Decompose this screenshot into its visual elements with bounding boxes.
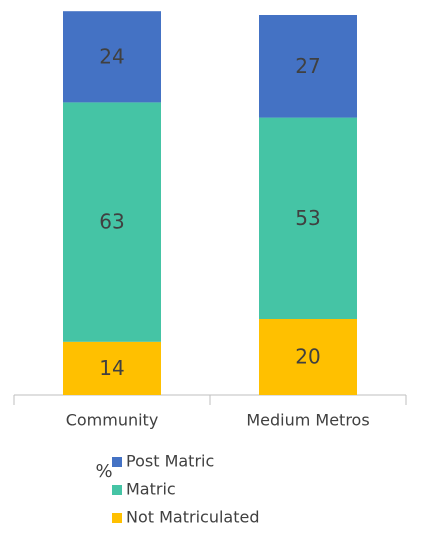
x-tick-label: Community [66, 411, 159, 430]
legend-label: Matric [126, 480, 176, 499]
data-label: 53 [295, 206, 320, 230]
legend-label: Not Matriculated [126, 508, 259, 527]
data-label: 27 [295, 54, 320, 78]
bar-segment [63, 11, 161, 103]
legend-swatch [112, 513, 122, 523]
bar-segment [63, 341, 161, 395]
x-tick-label: Medium Metros [246, 411, 369, 430]
legend-swatch [112, 457, 122, 467]
bar-segment [259, 15, 357, 118]
legend-title: % [95, 461, 112, 482]
data-label: 20 [295, 345, 320, 369]
legend-swatch [112, 485, 122, 495]
data-label: 14 [99, 356, 124, 380]
bar-segment [63, 102, 161, 342]
data-label: 24 [99, 44, 124, 68]
data-label: 63 [99, 210, 124, 234]
legend-label: Post Matric [126, 452, 214, 471]
bar-segment [259, 319, 357, 395]
bar-segment [259, 117, 357, 319]
